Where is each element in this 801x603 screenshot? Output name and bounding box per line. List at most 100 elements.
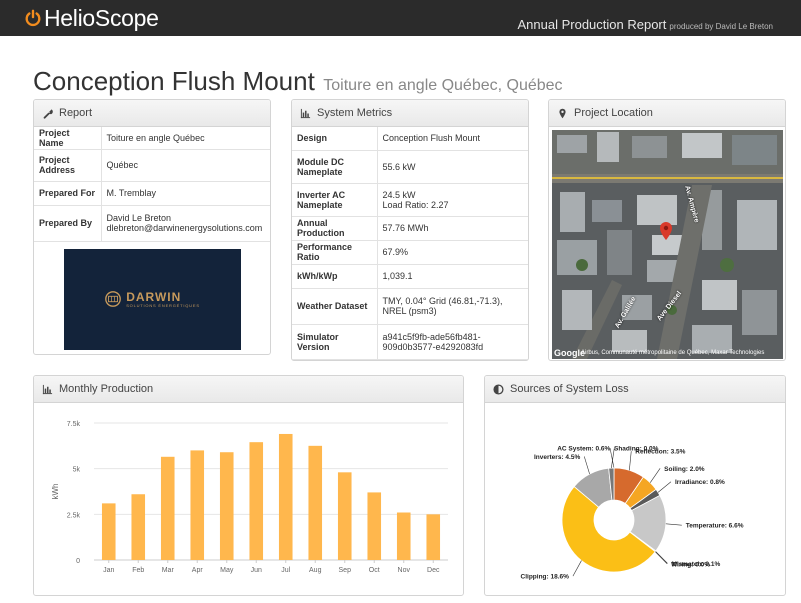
row-value: 67.9%	[377, 240, 528, 265]
power-icon	[25, 9, 41, 27]
row-key: Prepared By	[34, 205, 102, 242]
row-key: Design	[292, 127, 378, 151]
table-row: Simulator Version a941c5f9fb-ade56fb481-…	[292, 324, 528, 360]
table-row: Prepared For M. Tremblay	[34, 181, 270, 206]
monthly-production-chart: 0 2.5k 5k 7.5k kWh Jan Feb Mar Apr May Jun Jul Aug Se…	[51, 421, 448, 574]
bar-chart-icon	[300, 108, 311, 118]
x-tick-label: Jan	[103, 567, 114, 574]
metrics-panel-header: System Metrics	[292, 100, 528, 127]
row-key: Simulator Version	[292, 324, 378, 360]
project-design-title: Conception Flush Mount	[33, 66, 315, 96]
x-tick-label: May	[220, 567, 234, 574]
pie-slice	[608, 467, 615, 501]
map-attribution: Airbus, Communauté métropolitaine de Qué…	[581, 350, 765, 356]
x-tick-label: Dec	[427, 567, 440, 574]
row-key: Prepared For	[34, 181, 102, 206]
slice-leader	[655, 551, 668, 564]
bar	[160, 456, 175, 560]
x-tick-label: Apr	[192, 567, 204, 574]
report-panel: Report Project Name Toiture en angle Qué…	[33, 99, 271, 355]
top-bar: HelioScope Annual Production Report produ…	[0, 0, 801, 36]
map-pin-marker	[660, 222, 672, 240]
y-tick-label: 5k	[73, 467, 81, 474]
system-metrics-panel: System Metrics Design Conception Flush M…	[291, 99, 529, 361]
company-logo: DARWIN SOLUTIONS ÉNERGÉTIQUES	[63, 248, 241, 350]
monthly-panel-title: Monthly Production	[59, 383, 154, 395]
table-row: Design Conception Flush Mount	[292, 127, 528, 151]
logo-wordmark: DARWIN	[126, 289, 182, 304]
slice-leader	[649, 468, 661, 483]
page-title: Conception Flush Mount Toiture en angle …	[33, 66, 563, 97]
brand-name: HelioScope	[44, 4, 159, 31]
table-row: Prepared By David Le Breton dlebreton@da…	[34, 205, 270, 242]
slice-label: Soiling: 2.0%	[664, 466, 705, 473]
load-ratio: Load Ratio: 2.27	[382, 199, 449, 210]
slice-leader	[655, 551, 668, 565]
slice-label: Reflection: 3.5%	[635, 449, 685, 456]
report-table: Project Name Toiture en angle Québec Pro…	[34, 127, 270, 242]
location-panel-title: Project Location	[574, 107, 653, 119]
x-tick-label: Mar	[162, 567, 175, 574]
table-row: kWh/kWp 1,039.1	[292, 264, 528, 289]
row-key: Annual Production	[292, 216, 378, 241]
monthly-panel-header: Monthly Production	[34, 376, 463, 403]
slice-label: Temperature: 6.6%	[686, 523, 744, 530]
slice-label: Clipping: 18.6%	[521, 574, 570, 581]
y-tick-label: 2.5k	[67, 512, 81, 519]
row-value: 24.5 kW Load Ratio: 2.27	[377, 183, 528, 217]
loss-panel-header: Sources of System Loss	[485, 376, 785, 403]
slice-leader	[629, 451, 632, 471]
bar	[337, 472, 352, 560]
bar	[190, 450, 205, 560]
helioscope-logo[interactable]: HelioScope	[24, 5, 159, 31]
row-key: kWh/kWp	[292, 264, 378, 289]
bar	[131, 494, 146, 560]
row-value: M. Tremblay	[101, 181, 270, 206]
row-value: Toiture en angle Québec	[101, 127, 270, 150]
row-value: Québec	[101, 149, 270, 182]
row-value: David Le Breton dlebreton@darwinenergyso…	[101, 205, 270, 242]
x-tick-label: Oct	[369, 567, 380, 574]
row-key: Inverter AC Nameplate	[292, 183, 378, 217]
produced-by: produced by David Le Breton	[669, 22, 773, 31]
table-row: Performance Ratio 67.9%	[292, 240, 528, 265]
bar-chart-icon	[42, 384, 53, 394]
row-key: Performance Ratio	[292, 240, 378, 265]
x-tick-label: Jul	[281, 567, 290, 574]
row-value: Conception Flush Mount	[377, 127, 528, 151]
row-value: 55.6 kW	[377, 150, 528, 184]
row-key: Weather Dataset	[292, 288, 378, 325]
x-tick-label: Feb	[132, 567, 144, 574]
x-tick-label: Nov	[398, 567, 411, 574]
y-tick-label: 7.5k	[67, 421, 81, 428]
monthly-production-panel: Monthly Production 0 2.5k 5k 7.5k kWh Jan Feb M…	[33, 375, 464, 596]
row-key: Module DC Nameplate	[292, 150, 378, 184]
x-tick-label: Jun	[251, 567, 262, 574]
logo-tagline: SOLUTIONS ÉNERGÉTIQUES	[126, 302, 200, 308]
project-name-subtitle: Toiture en angle Québec, Québec	[323, 77, 563, 94]
slice-label: AC System: 0.6%	[557, 446, 610, 453]
slice-label: Mismatch: 0.1%	[671, 561, 720, 568]
table-row: Inverter AC Nameplate 24.5 kW Load Ratio…	[292, 183, 528, 217]
inverter-ac-value: 24.5 kW	[382, 189, 416, 200]
darwin-logo-icon	[105, 291, 122, 307]
slice-label: Wiring: 0.0%	[671, 561, 710, 568]
bar	[426, 514, 441, 560]
y-axis-label: kWh	[51, 484, 60, 500]
satellite-map[interactable]: Av. Ampère Av. Galilée Ave Diesel Google…	[552, 130, 783, 359]
slice-leader	[665, 523, 682, 526]
row-key: Project Address	[34, 149, 102, 182]
google-logo: Google	[554, 348, 585, 358]
table-row: Project Address Québec	[34, 149, 270, 182]
half-circle-icon	[493, 383, 504, 395]
slice-leader	[583, 456, 590, 475]
bar	[278, 433, 293, 560]
row-value: a941c5f9fb-ade56fb481-909d0b3577-e429208…	[377, 324, 528, 360]
row-value: 1,039.1	[377, 264, 528, 289]
bar	[396, 512, 411, 560]
report-panel-title: Report	[59, 107, 93, 119]
slice-label: Inverters: 4.5%	[534, 454, 580, 461]
x-tick-label: Sep	[339, 567, 352, 574]
map-pin-icon	[559, 108, 566, 118]
metrics-panel-title: System Metrics	[317, 107, 393, 119]
